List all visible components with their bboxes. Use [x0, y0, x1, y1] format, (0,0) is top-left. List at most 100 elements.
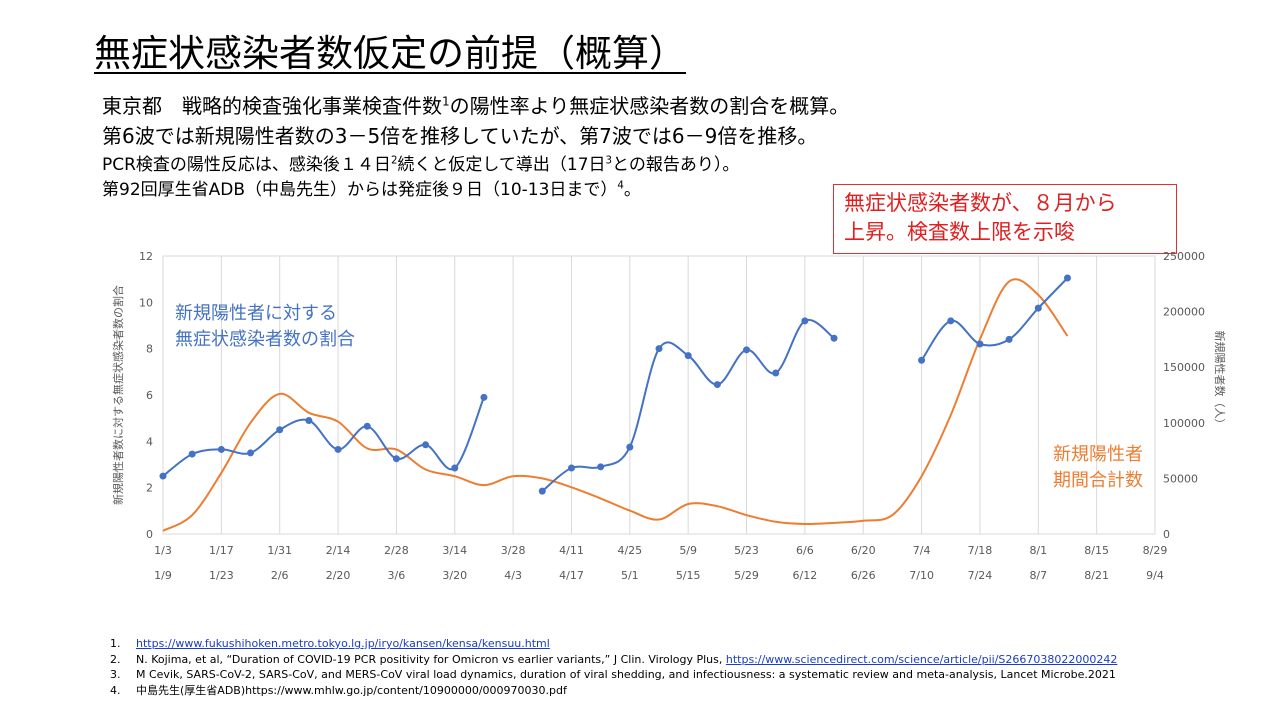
reference-number: 2.	[110, 652, 121, 666]
x-tick-label-row2: 5/29	[734, 569, 759, 582]
x-tick-label: 3/28	[501, 544, 526, 557]
x-tick-label-row2: 7/10	[909, 569, 934, 582]
y-right-tick-label: 200000	[1163, 306, 1205, 319]
x-tick-label: 7/4	[913, 544, 931, 557]
reference-number: 3.	[110, 668, 121, 681]
y-left-tick-label: 4	[146, 435, 153, 448]
x-tick-label: 4/25	[617, 544, 642, 557]
data-point	[276, 426, 284, 434]
data-point	[772, 369, 780, 377]
x-tick-label: 4/11	[559, 544, 584, 557]
data-point	[247, 449, 255, 457]
data-point	[451, 464, 459, 472]
page-title: 無症状感染者数仮定の前提（概算）	[94, 32, 686, 75]
y-right-tick-label: 0	[1163, 528, 1170, 541]
x-tick-label: 1/31	[267, 544, 292, 557]
series-line	[162, 396, 485, 477]
data-point	[918, 356, 926, 364]
x-tick-label-row2: 4/3	[504, 569, 522, 582]
series-label-new-positives: 新規陽性者	[1053, 444, 1143, 465]
reference-item: 3. M Cevik, SARS-CoV-2, SARS-CoV, and MER…	[110, 667, 1117, 683]
callout-line-2: 上昇。検査数上限を示唆	[844, 220, 1075, 244]
data-point	[159, 472, 167, 480]
chart-series	[159, 274, 1071, 532]
reference-item: 1. https://www.fukushihoken.metro.tokyo.l…	[110, 636, 1117, 652]
callout-line-1: 無症状感染者数が、８月から	[844, 191, 1117, 215]
data-point	[188, 450, 196, 458]
x-tick-label-row2: 7/24	[968, 569, 993, 582]
callout-box: 無症状感染者数が、８月から 上昇。検査数上限を示唆	[833, 184, 1177, 254]
x-tick-label: 1/17	[209, 544, 234, 557]
x-tick-label-row2: 9/4	[1146, 569, 1164, 582]
x-tick-label-row2: 8/7	[1029, 569, 1047, 582]
x-tick-label-row2: 6/26	[851, 569, 876, 582]
data-point	[480, 393, 488, 401]
y-right-tick-label: 50000	[1163, 472, 1198, 485]
reference-text: M Cevik, SARS-CoV-2, SARS-CoV, and MERS-…	[136, 668, 1116, 681]
data-point	[363, 422, 371, 430]
x-tick-label: 6/20	[851, 544, 876, 557]
x-tick-label-row2: 2/6	[271, 569, 289, 582]
data-point	[392, 455, 400, 463]
series-asymptomatic-ratio	[159, 274, 1071, 495]
data-point	[947, 317, 955, 325]
x-tick-label: 2/14	[326, 544, 351, 557]
series-line	[920, 277, 1069, 361]
data-point	[567, 464, 575, 472]
chart-grid	[162, 255, 1156, 535]
y-left-tick-label: 10	[139, 296, 153, 309]
data-point	[1063, 274, 1071, 282]
x-tick-label-row2: 1/9	[154, 569, 172, 582]
reference-number: 1.	[110, 637, 121, 650]
y-right-tick-label: 150000	[1163, 361, 1205, 374]
x-tick-label: 8/1	[1029, 544, 1047, 557]
y-right-tick-label: 250000	[1163, 250, 1205, 263]
x-tick-label: 6/6	[796, 544, 814, 557]
data-point	[655, 345, 663, 353]
references: 1. https://www.fukushihoken.metro.tokyo.l…	[110, 636, 1117, 698]
x-tick-label: 7/18	[968, 544, 993, 557]
data-point	[801, 317, 809, 325]
body-line-4: 第92回厚生省ADB（中島先生）からは発症後９日（10-13日まで）4。	[102, 180, 641, 200]
x-tick-label: 5/9	[679, 544, 697, 557]
y-left-tick-label: 2	[146, 482, 153, 495]
x-tick-label-row2: 5/15	[676, 569, 701, 582]
y-left-tick-label: 12	[139, 250, 153, 263]
x-tick-label-row2: 6/12	[793, 569, 818, 582]
data-point	[217, 445, 225, 453]
chart-axes: 0 2 4 6 8 10 12 0 50000 100000 150000 200000 250000 1…	[111, 250, 1227, 582]
data-point	[1034, 304, 1042, 312]
x-tick-label-row2: 3/6	[388, 569, 406, 582]
data-point	[743, 346, 751, 354]
body-line-1: 東京都 戦略的検査強化事業検査件数1の陽性率より無症状感染者数の割合を概算。	[102, 94, 850, 118]
body-line-3: PCR検査の陽性反応は、感染後１４日2続くと仮定して導出（17日3との報告あり）…	[102, 155, 740, 175]
y-right-tick-label: 100000	[1163, 417, 1205, 430]
x-tick-label: 5/23	[734, 544, 759, 557]
reference-item: 4. 中島先生(厚生省ADB)https://www.mhlw.go.jp/con…	[110, 683, 1117, 699]
data-point	[976, 340, 984, 348]
reference-link[interactable]: https://www.sciencedirect.com/science/ar…	[725, 652, 1118, 666]
reference-item: 2. N. Kojima, et al, “Duration of COVID-1…	[110, 652, 1117, 668]
x-tick-label-row2: 4/17	[559, 569, 584, 582]
reference-link[interactable]: https://www.fukushihoken.metro.tokyo.lg.…	[136, 637, 550, 650]
data-point	[684, 352, 692, 360]
data-point	[334, 445, 342, 453]
x-tick-label: 8/29	[1143, 544, 1168, 557]
y-left-axis-title: 新規陽性者数に対する無症状感染者数の割合	[111, 285, 125, 505]
plot-border	[162, 255, 1156, 535]
reference-text: 中島先生(厚生省ADB)https://www.mhlw.go.jp/conte…	[136, 683, 567, 697]
body-line-2: 第6波では新規陽性者数の3－5倍を推移していたが、第7波では6－9倍を推移。	[102, 124, 818, 148]
x-tick-label: 8/15	[1084, 544, 1109, 557]
series-label-new-positives: 期間合計数	[1053, 470, 1143, 491]
data-point	[1005, 335, 1013, 343]
x-tick-label-row2: 5/1	[621, 569, 639, 582]
y-left-tick-label: 0	[146, 528, 153, 541]
series-label-asymptomatic: 無症状感染者数の割合	[175, 329, 355, 350]
x-tick-label-row2: 1/23	[209, 569, 234, 582]
x-tick-label: 3/14	[442, 544, 467, 557]
x-tick-label-row2: 8/21	[1084, 569, 1109, 582]
x-tick-label-row2: 2/20	[326, 569, 351, 582]
x-tick-label: 1/3	[154, 544, 172, 557]
series-line	[162, 278, 1069, 532]
